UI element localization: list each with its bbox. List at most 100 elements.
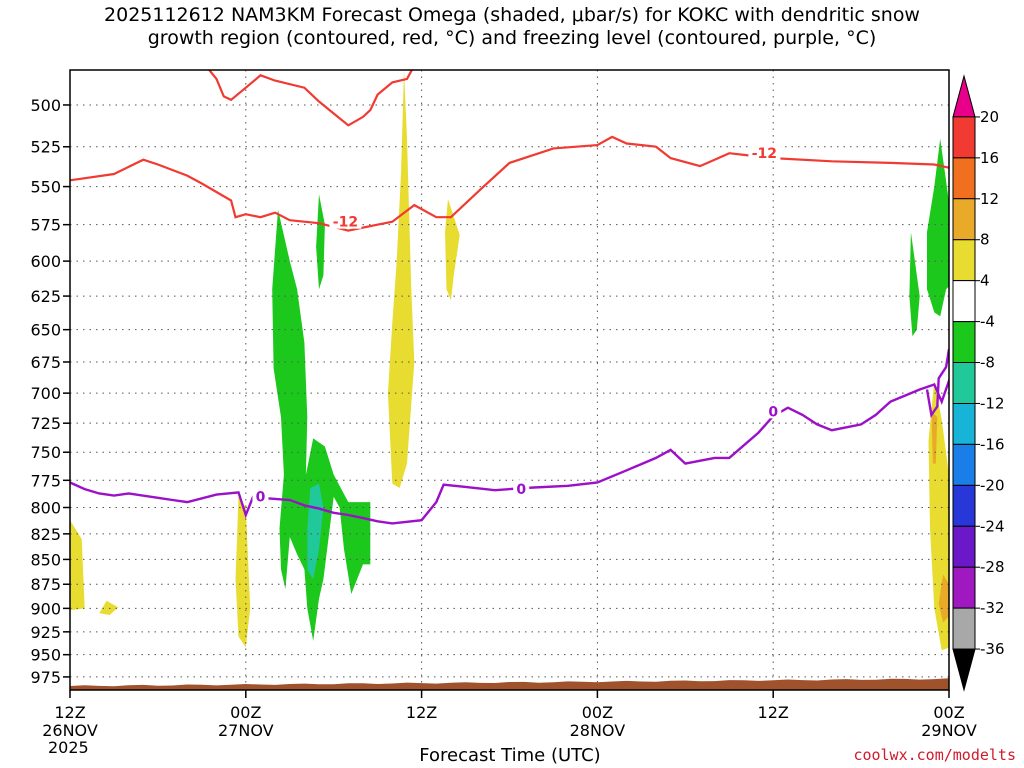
y-tick-label: 800 [30,498,61,517]
omega-region [938,574,949,623]
contour-label-bg [748,144,781,161]
colorbar-swatch [952,525,976,568]
contour-label-bg [252,487,269,504]
title-line-1: 2025112612 NAM3KM Forecast Omega (shaded… [104,4,920,26]
x-tick-time: 12Z [758,703,789,722]
colorbar-label: 4 [980,272,990,290]
y-tick-label: 975 [30,668,61,687]
y-tick-label: 775 [30,471,61,490]
colorbar-label: -8 [980,354,995,372]
colorbar-swatch [952,566,976,609]
colorbar-label: -16 [980,435,1005,453]
y-tick-label: 550 [30,178,61,197]
colorbar-label: 8 [980,231,990,249]
x-tick-time: 12Z [406,703,437,722]
y-axis-ticks: 500 525 550 575 600 625 650 675 700 725 750 775 800 8… [30,96,70,687]
contour-red-line [207,70,414,127]
omega-region [387,70,415,488]
colorbar-swatch [952,648,976,692]
terrain-strip [70,678,949,690]
terrain-fill [70,678,949,690]
colorbar-swatch [952,280,976,323]
y-tick-label: 725 [30,414,61,433]
colorbar-swatch [952,402,976,445]
credit-text: coolwx.com/modelts [853,746,1016,764]
colorbar-label: -36 [980,640,1005,658]
contour-label-purple: 0 [768,404,778,420]
x-tick-date: 26NOV [42,721,98,740]
colorbar-swatch [952,198,976,241]
contour-label-bg [513,480,530,497]
contour-label-bg [329,212,362,229]
y-tick-label: 700 [30,384,61,403]
x-tick-date: 27NOV [218,721,274,740]
omega-region [445,199,460,301]
omega-region [909,232,920,337]
omega-region [235,496,251,648]
omega-region [931,411,938,464]
y-tick-label: 900 [30,599,61,618]
y-tick-label: 650 [30,321,61,340]
contour-red-line [70,135,949,232]
contour-label-red: -12 [752,146,777,162]
colorbar-swatch [952,443,976,486]
colorbar-swatch [952,74,976,118]
y-tick-label: 525 [30,138,61,157]
colorbar-swatch [952,157,976,200]
y-tick-label: 875 [30,575,61,594]
y-tick-label: 625 [30,287,61,306]
y-tick-label: 675 [30,353,61,372]
colorbar-label: -24 [980,517,1005,535]
colorbar-swatch [952,362,976,404]
y-tick-label: 750 [30,443,61,462]
contour-label-purple: 0 [256,490,266,506]
colorbar-label: -28 [980,558,1005,576]
colorbar-swatch [952,116,976,159]
contour-label-purple: 0 [516,482,526,498]
omega-region [99,600,119,615]
title-line-2: growth region (contoured, red, °C) and f… [147,27,877,49]
x-tick-date: 28NOV [570,721,626,740]
colorbar-label: 16 [980,149,999,167]
x-axis-label: Forecast Time (UTC) [419,745,601,766]
chart-title: 2025112612 NAM3KM Forecast Omega (shaded… [0,4,1024,50]
contour-lines: -12 -12 0 0 0 [70,54,949,525]
x-tick-time: 00Z [582,703,613,722]
colorbar-label: 12 [980,190,999,208]
x-tick-time: 00Z [230,703,261,722]
y-tick-label: 825 [30,525,61,544]
y-tick-label: 575 [30,216,61,235]
x-tick-date: 29NOV [921,721,977,740]
colorbar-swatch [952,321,976,364]
plot-frame [69,69,950,691]
colorbar-label: 20 [980,108,999,126]
contour-label-bg [765,402,782,419]
contour-purple-line [925,349,949,418]
colorbar-swatch [952,607,976,650]
colorbar-swatch [952,484,976,527]
omega-shading [70,70,949,651]
colorbar-swatch [952,239,976,282]
omega-region [272,209,371,641]
omega-region [316,194,325,290]
colorbar-label: -32 [980,599,1005,617]
contour-label-red: -12 [333,215,358,231]
omega-region [927,138,949,317]
y-tick-label: 500 [30,96,61,115]
x-tick-time: 12Z [54,703,85,722]
contour-purple-line [70,377,949,525]
contour-red-line [920,54,949,59]
year-label: 2025 [48,738,89,757]
y-tick-label: 950 [30,646,61,665]
colorbar-label: -4 [980,313,995,331]
omega-region [70,520,85,611]
y-tick-label: 925 [30,623,61,642]
colorbar: 20 16 12 8 4 -4 -8 -12 -16 -20 -24 -28 -32 -36 [952,74,1005,692]
x-tick-time: 00Z [933,703,964,722]
colorbar-label: -12 [980,394,1005,412]
colorbar-label: -20 [980,476,1005,494]
y-tick-label: 600 [30,252,61,271]
y-tick-label: 850 [30,550,61,569]
